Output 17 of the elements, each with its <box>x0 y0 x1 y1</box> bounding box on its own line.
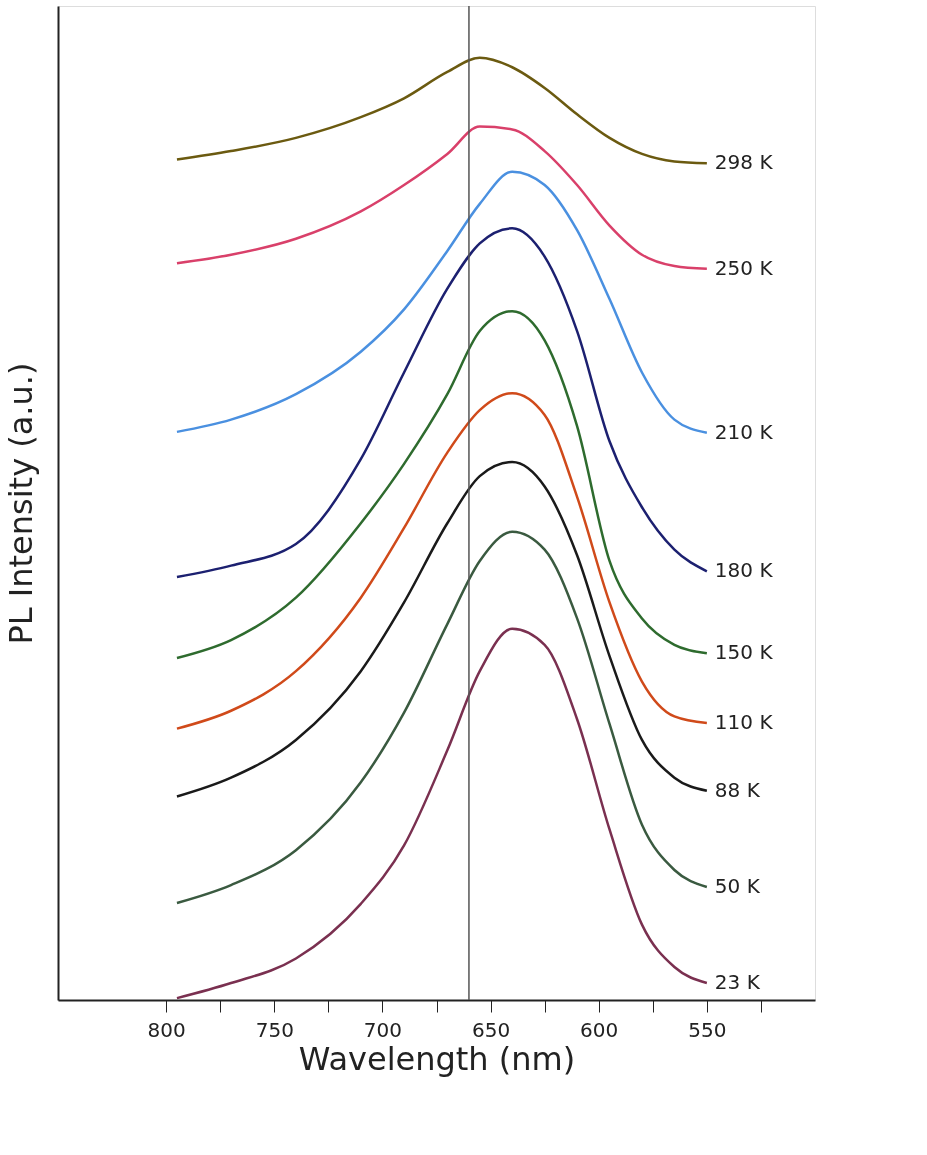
series-label: 210 K <box>714 419 774 444</box>
series-label: 110 K <box>714 710 774 734</box>
series-label: 23 K <box>714 970 761 995</box>
x-tick-label: 700 <box>363 1017 403 1042</box>
series-label: 180 K <box>714 558 774 583</box>
x-tick-label: 800 <box>147 1017 186 1042</box>
series-label: 88 K <box>714 777 761 802</box>
x-tick-label: 750 <box>255 1017 294 1042</box>
series-label: 298 K <box>714 150 774 175</box>
series-label: 250 K <box>714 255 774 280</box>
y-axis-title: PL Intensity (a.u.) <box>1 362 40 645</box>
x-tick-label: 600 <box>580 1017 619 1042</box>
series-label: 50 K <box>714 873 761 898</box>
x-tick-label: 550 <box>688 1017 727 1042</box>
x-axis-title: Wavelength (nm) <box>298 1039 576 1078</box>
x-tick-label: 650 <box>471 1017 511 1042</box>
series-label: 150 K <box>714 640 774 665</box>
